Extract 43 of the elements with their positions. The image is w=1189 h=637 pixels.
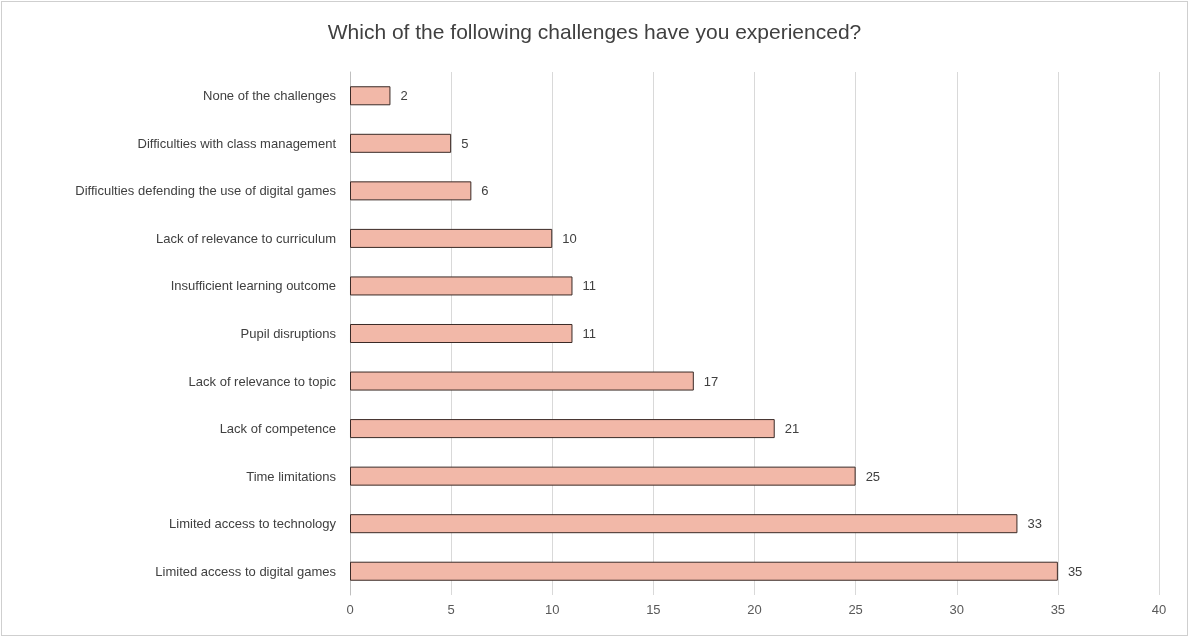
bar [350, 133, 452, 153]
y-tick-label: Pupil disruptions [240, 326, 337, 341]
x-tick-label: 35 [1050, 602, 1066, 617]
data-label: 11 [582, 278, 596, 294]
data-label: 35 [1067, 563, 1083, 579]
y-tick-label: Lack of relevance to curriculum [156, 230, 336, 246]
bar [350, 276, 573, 296]
data-label: 25 [865, 468, 881, 484]
data-label: 5 [461, 135, 469, 151]
x-tick-label: 10 [545, 602, 560, 617]
data-label: 6 [481, 183, 489, 199]
bar [350, 371, 694, 391]
data-label: 11 [582, 326, 596, 341]
y-tick-label: Insufficient learning outcome [170, 278, 336, 294]
data-label: 21 [784, 421, 800, 437]
chart-title: Which of the following challenges have you experienced? [327, 20, 862, 43]
bar [350, 514, 1018, 534]
x-tick-label: 0 [346, 602, 354, 617]
y-tick-label: Limited access to technology [169, 516, 337, 532]
x-tick-label: 40 [1151, 602, 1167, 617]
data-label: 33 [1027, 516, 1042, 532]
bar [350, 228, 553, 248]
y-tick-label: Lack of competence [219, 421, 336, 437]
y-tick-label: Limited access to digital games [155, 563, 337, 579]
y-tick-label: Difficulties with class management [137, 135, 337, 151]
y-tick-label: None of the challenges [203, 88, 337, 104]
x-tick-label: 5 [447, 602, 455, 617]
bar [350, 86, 391, 106]
bar [350, 323, 573, 344]
x-tick-label: 25 [848, 602, 863, 617]
data-label: 10 [562, 230, 577, 246]
bar [350, 419, 775, 439]
bar [350, 466, 856, 486]
x-tick-label: 30 [949, 602, 964, 617]
data-label: 17 [703, 373, 719, 389]
x-tick-label: 20 [747, 602, 762, 617]
y-tick-label: Lack of relevance to topic [188, 373, 337, 389]
x-tick-label: 15 [646, 602, 661, 617]
y-tick-label: Time limitations [246, 468, 337, 484]
bar [350, 561, 1058, 581]
bar [350, 181, 472, 201]
y-tick-label: Difficulties defending the use of digital games [75, 183, 337, 199]
data-label: 2 [400, 88, 408, 104]
